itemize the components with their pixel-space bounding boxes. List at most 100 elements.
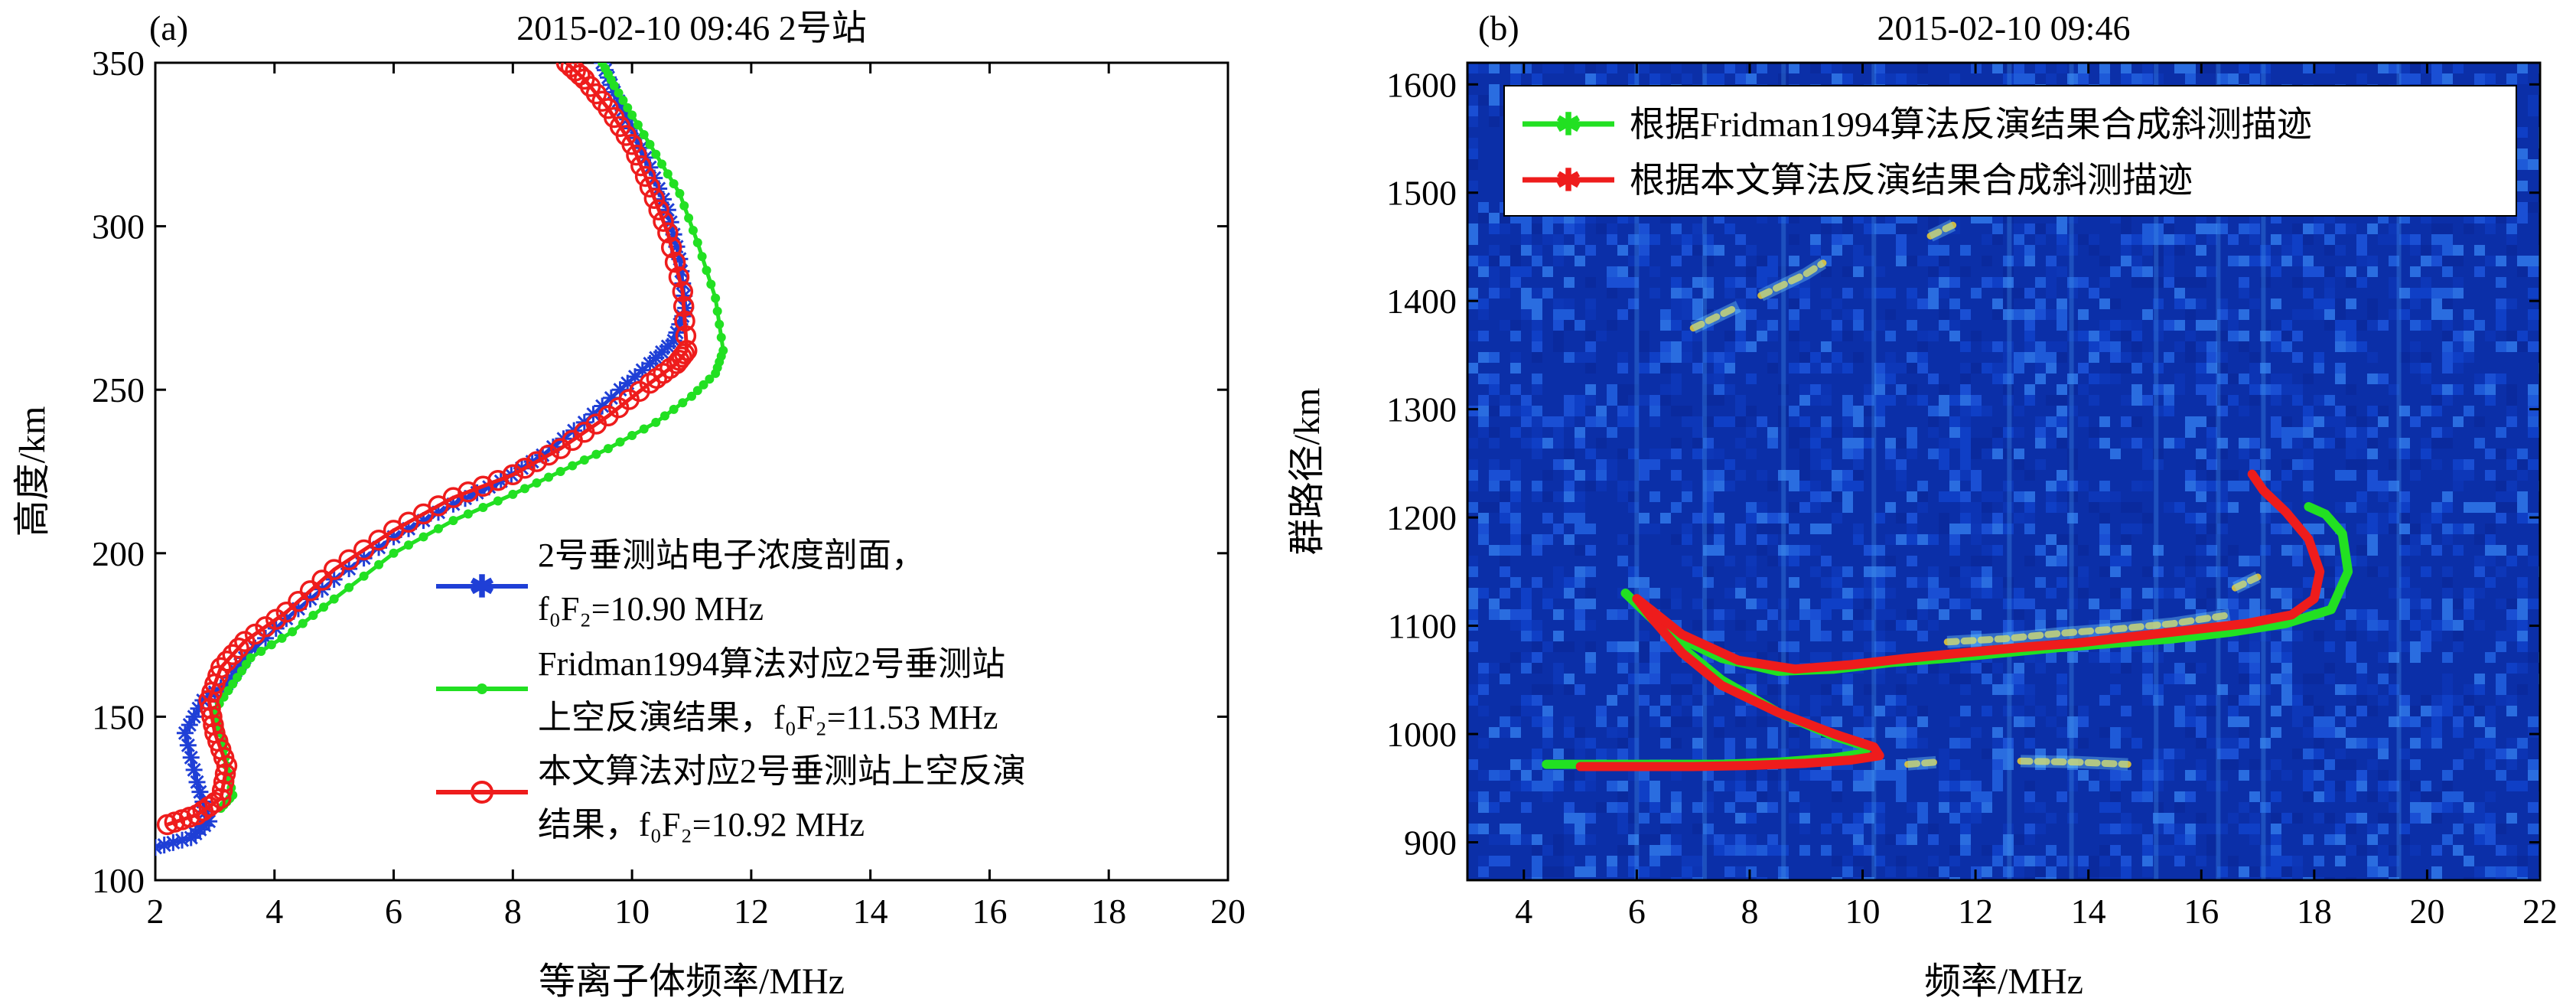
heat-cell — [1682, 416, 1692, 427]
data-point — [213, 771, 235, 793]
heat-cell — [2217, 363, 2228, 374]
heat-cell — [2356, 416, 2367, 427]
heat-cell — [1971, 727, 1982, 738]
heat-cell — [1575, 738, 1585, 749]
data-point — [614, 88, 624, 98]
heat-cell — [1767, 845, 1778, 856]
heat-cell — [1617, 245, 1628, 256]
heat-cell — [2153, 298, 2164, 309]
heat-cell — [2153, 759, 2164, 770]
heat-cell — [2324, 438, 2335, 449]
heat-cell — [1821, 716, 1832, 727]
heat-cell — [2078, 770, 2089, 781]
heat-cell — [2442, 706, 2453, 716]
heat-cell — [1778, 545, 1789, 556]
heat-cell — [2517, 781, 2528, 791]
heat-cell — [2003, 834, 2014, 845]
heat-cell — [2292, 438, 2303, 449]
heat-cell — [2174, 706, 2185, 716]
heat-cell — [2464, 309, 2474, 320]
heat-cell — [1799, 459, 1810, 470]
heat-cell — [2356, 341, 2367, 352]
heat-cell — [2281, 384, 2292, 395]
heat-cell — [1832, 577, 1842, 588]
heat-cell — [1682, 674, 1692, 684]
heat-cell — [1864, 256, 1874, 266]
heat-cell — [2410, 802, 2421, 813]
heat-cell — [1564, 749, 1575, 759]
heat-cell — [1842, 652, 1853, 663]
echo-glow — [1946, 608, 2231, 648]
heat-cell — [2281, 234, 2292, 245]
heat-cell — [2314, 363, 2324, 374]
heat-cell — [2057, 684, 2067, 695]
heat-cell — [2196, 824, 2206, 834]
heat-cell — [2239, 663, 2249, 674]
heat-cell — [1735, 438, 1746, 449]
heat-cell — [2378, 491, 2389, 502]
heat-cell — [1564, 577, 1575, 588]
heat-cell — [2099, 609, 2110, 620]
heat-cell — [1735, 416, 1746, 427]
heat-cell — [2035, 749, 2046, 759]
heat-cell — [2099, 416, 2110, 427]
heat-cell — [1649, 363, 1660, 374]
heat-cell — [2153, 449, 2164, 459]
heat-cell — [2485, 791, 2496, 802]
heat-cell — [1553, 256, 1564, 266]
heat-cell — [2314, 706, 2324, 716]
data-point — [692, 386, 702, 396]
heat-cell — [2014, 834, 2024, 845]
heat-cell — [2281, 866, 2292, 877]
heat-cell — [2196, 566, 2206, 577]
heat-cell — [1832, 513, 1842, 524]
heat-cell — [1532, 449, 1542, 459]
heat-cell — [2196, 266, 2206, 277]
heat-cell — [1960, 363, 1971, 374]
heat-cell — [2142, 791, 2153, 802]
heat-cell — [2303, 288, 2314, 298]
heat-cell — [1532, 856, 1542, 866]
heat-cell — [2431, 384, 2442, 395]
heat-cell — [2089, 491, 2099, 502]
heat-cell — [1960, 406, 1971, 416]
heat-cell — [1467, 138, 1478, 148]
heat-cell — [1724, 288, 1735, 298]
legend-text-green-line1: Fridman1994算法对应2号垂测站 — [538, 645, 1005, 683]
heat-cell — [1660, 706, 1671, 716]
heat-cell — [1907, 577, 1917, 588]
heat-cell — [1810, 609, 1821, 620]
heat-cell — [2057, 481, 2067, 491]
heat-cell — [2303, 459, 2314, 470]
heat-cell — [2485, 706, 2496, 716]
heat-cell — [1500, 288, 1510, 298]
heat-cell — [2442, 695, 2453, 706]
heat-cell — [2099, 341, 2110, 352]
heat-cell — [2506, 459, 2517, 470]
heat-cell — [2367, 449, 2378, 459]
heat-cell — [2217, 449, 2228, 459]
heat-cell — [2378, 524, 2389, 534]
heat-cell — [2153, 545, 2164, 556]
heat-cell — [2260, 384, 2271, 395]
heat-cell — [1928, 245, 1939, 256]
heat-cell — [2496, 695, 2506, 706]
heat-cell — [1607, 395, 1617, 406]
heat-cell — [2356, 545, 2367, 556]
heat-cell — [1467, 438, 1478, 449]
heat-cell — [1575, 502, 1585, 513]
heat-cell — [1746, 502, 1757, 513]
heat-cell — [1510, 502, 1521, 513]
heat-cell — [1917, 256, 1928, 266]
heat-cell — [1799, 502, 1810, 513]
heat-cell — [2271, 824, 2281, 834]
heat-cell — [2335, 470, 2346, 481]
heat-cell — [2281, 256, 2292, 266]
heat-cell — [1489, 374, 1500, 384]
y-tick-label: 1400 — [1386, 282, 1457, 321]
heat-cell — [2506, 609, 2517, 620]
heat-cell — [1960, 566, 1971, 577]
heat-cell — [2121, 877, 2131, 880]
heat-cell — [1575, 513, 1585, 524]
heat-cell — [2303, 266, 2314, 277]
